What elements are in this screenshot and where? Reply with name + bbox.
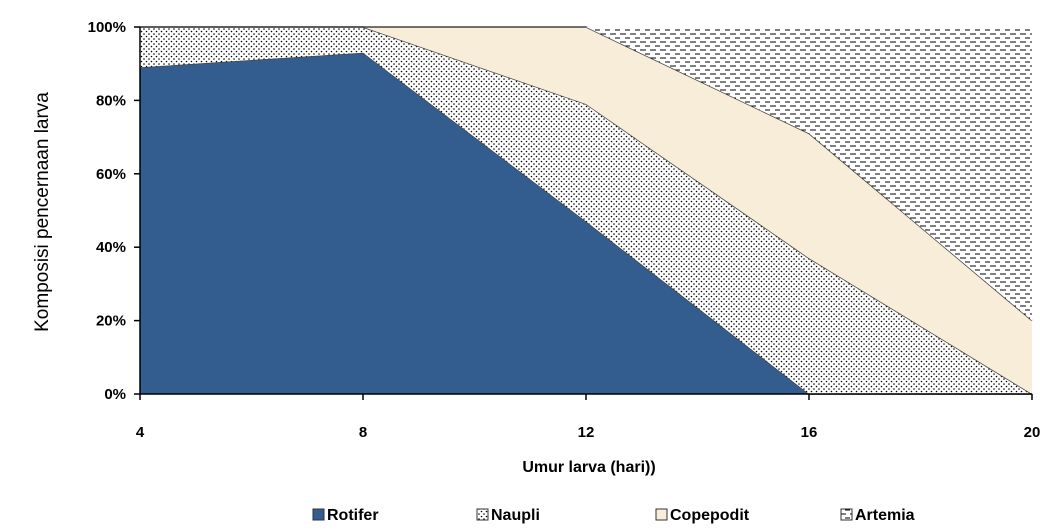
legend-item-artemia: Artemia [840, 507, 915, 524]
legend-swatch [476, 508, 489, 521]
x-tick-label: 20 [1024, 424, 1041, 441]
legend-swatch [655, 508, 668, 521]
legend-label: Rotifer [327, 507, 379, 524]
y-axis-title: Komposisi pencernaan larva [32, 92, 53, 332]
area-rotifer [140, 52, 1032, 394]
legend-label: Copepodit [670, 507, 750, 524]
area-series [139, 26, 1033, 395]
x-tick-label: 16 [801, 424, 818, 441]
x-tick-label: 4 [136, 424, 145, 441]
legend-item-rotifer: Rotifer [312, 507, 379, 524]
legend-item-copepodit: Copepodit [655, 507, 750, 524]
y-axis-ticks: 0% 20% 40% 60% 80% 100% [88, 19, 140, 403]
x-axis-title: Umur larva (hari)) [522, 459, 655, 476]
legend-label: Artemia [855, 507, 915, 524]
area-naupli [140, 27, 1032, 394]
x-tick-label: 12 [578, 424, 595, 441]
y-tick-label: 60% [96, 166, 126, 183]
x-axis-ticks: 4 8 12 16 20 [136, 394, 1041, 441]
legend-swatch [312, 508, 325, 521]
legend-item-naupli: Naupli [476, 507, 540, 524]
y-tick-label: 20% [96, 313, 126, 330]
legend: Rotifer Naupli Copepodit Artemia [312, 507, 915, 524]
y-tick-label: 80% [96, 92, 126, 109]
area-copepodit [140, 27, 1032, 394]
y-tick-label: 0% [104, 386, 126, 403]
y-tick-label: 40% [96, 239, 126, 256]
y-tick-label: 100% [88, 19, 126, 36]
x-tick-label: 8 [359, 424, 367, 441]
legend-label: Naupli [491, 507, 540, 524]
area-artemia [140, 27, 1032, 321]
legend-swatch [840, 508, 853, 521]
